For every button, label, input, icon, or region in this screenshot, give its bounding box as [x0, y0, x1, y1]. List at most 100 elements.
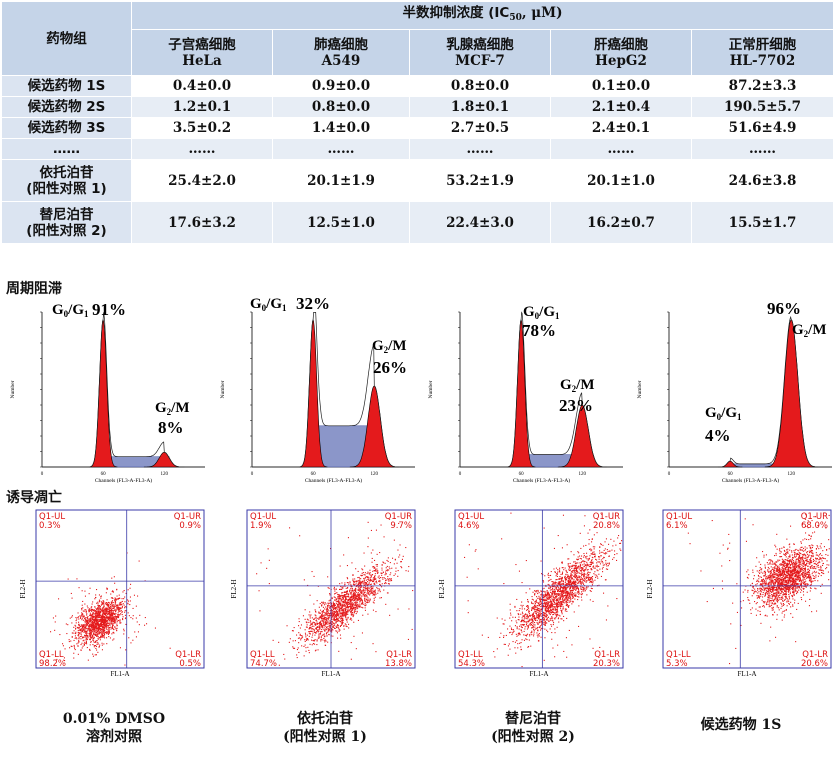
- cell-cycle-section-label: 周期阻滞: [6, 281, 62, 297]
- caption-line-2: (阳性对照 1): [283, 729, 367, 745]
- q-ur-label: Q1-UR: [593, 512, 620, 522]
- table-cell: 20.1±1.0: [551, 160, 692, 202]
- cell-cycle-histogram: 0 60 120 Channels (FL3-A-FL3-A) Number G0/G1 4…: [637, 299, 832, 484]
- table-cell: 0.1±0.0: [551, 76, 692, 97]
- q-lr-label: Q1-LR: [386, 650, 412, 660]
- y-axis-label: FL2-H: [19, 579, 27, 598]
- q-lr-label: Q1-LR: [175, 650, 201, 660]
- cell-cycle-histogram: 0 60 120 Channels (FL3-A-FL3-A) Number G0/G17…: [428, 304, 623, 484]
- fit-envelope: [252, 312, 415, 468]
- ic50-table: 药物组 半数抑制浓度 (IC50, μM) 子宫癌细胞 HeLa 肺癌细胞 A549 乳…: [2, 2, 835, 244]
- table-cell: 24.6±3.8: [692, 160, 835, 202]
- x-tick-label: 120: [788, 472, 796, 477]
- column-header-cn: 肺癌细胞: [314, 36, 368, 53]
- y-axis-label: Number: [220, 380, 226, 398]
- phase-percent: 91%: [92, 300, 126, 319]
- apoptosis-caption: 依托泊苷 (阳性对照 1): [235, 710, 415, 746]
- table-cell: ……: [551, 139, 692, 160]
- cell-cycle-histogram: 0 60 120 Channels (FL3-A-FL3-A) Number G0/G1 9…: [10, 300, 205, 484]
- caption-line-1: 替尼泊苷: [505, 711, 561, 727]
- q-lr-label: Q1-LR: [594, 650, 620, 660]
- x-axis-label: Channels (FL3-A-FL3-A): [95, 477, 152, 484]
- q-ul-value: 0.3%: [39, 521, 61, 531]
- column-header-en: A549: [321, 52, 361, 69]
- column-header-cn: 肝癌细胞: [594, 36, 648, 53]
- row-label: 候选药物 1S: [2, 76, 132, 97]
- q-ul-value: 6.1%: [666, 521, 688, 531]
- table-cell: 87.2±3.3: [692, 76, 835, 97]
- table-row: 替尼泊苷 (阳性对照 2) 17.6±3.2 12.5±1.0 22.4±3.0 16.2…: [2, 202, 835, 244]
- table-cell: ……: [132, 139, 273, 160]
- table-cell: 2.7±0.5: [410, 118, 551, 139]
- q-ul-label: Q1-UL: [39, 512, 65, 522]
- fit-envelope: [460, 311, 623, 468]
- column-header-0: 子宫癌细胞 HeLa: [132, 30, 273, 76]
- q-ll-value: 5.3%: [666, 659, 688, 669]
- fit-envelope: [669, 315, 832, 468]
- phase-label: G0/G1: [523, 304, 560, 321]
- x-tick-label: 120: [161, 472, 169, 477]
- q-ll-value: 54.3%: [458, 659, 485, 669]
- column-header-en: HL-7702: [729, 52, 796, 69]
- table-cell: 20.1±1.9: [273, 160, 410, 202]
- q-ll-label: Q1-LL: [666, 650, 691, 660]
- scatter-points: [47, 552, 171, 666]
- caption-line-1: 候选药物 1S: [700, 717, 782, 733]
- table-cell: 0.9±0.0: [273, 76, 410, 97]
- q-ul-value: 4.6%: [458, 521, 480, 531]
- row-label: 替尼泊苷 (阳性对照 2): [2, 202, 132, 244]
- table-cell: 15.5±1.7: [692, 202, 835, 244]
- g0g1-peak: [88, 318, 118, 468]
- fit-envelope: [42, 312, 205, 468]
- table-cell: 17.6±3.2: [132, 202, 273, 244]
- x-tick-label: 60: [519, 472, 525, 477]
- y-axis-label: Number: [637, 380, 643, 398]
- q-ur-value: 20.8%: [593, 521, 620, 531]
- column-header-cn: 子宫癌细胞: [168, 36, 236, 53]
- column-header-cn: 正常肝细胞: [728, 36, 797, 53]
- q-ll-label: Q1-LL: [39, 650, 64, 660]
- plot-frame: [35, 509, 205, 669]
- table-cell: 0.8±0.0: [410, 76, 551, 97]
- column-header-en: HeLa: [182, 52, 222, 69]
- cell-cycle-histogram: 0 60 120 Channels (FL3-A-FL3-A) Number G0/G1 3…: [220, 294, 415, 484]
- q-ur-value: 0.9%: [179, 521, 201, 531]
- q-ul-label: Q1-UL: [666, 512, 692, 522]
- table-cell: ……: [692, 139, 835, 160]
- caption-line-1: 0.01% DMSO: [62, 711, 166, 727]
- q-ur-value: 68.0%: [801, 521, 828, 531]
- table-row: 候选药物 1S 0.4±0.0 0.9±0.0 0.8±0.0 0.1±0.0 87.2±…: [2, 76, 835, 97]
- x-axis-label: Channels (FL3-A-FL3-A): [722, 477, 779, 484]
- phase-label: G2/M: [560, 377, 595, 394]
- phase-percent: 4%: [705, 426, 731, 445]
- column-header-2: 乳腺癌细胞 MCF-7: [410, 30, 551, 76]
- table-cell: 22.4±3.0: [410, 202, 551, 244]
- y-axis-label: Number: [10, 380, 16, 398]
- table-row: 依托泊苷 (阳性对照 1) 25.4±2.0 20.1±1.9 53.2±1.9 20.1…: [2, 160, 835, 202]
- table-cell: 0.4±0.0: [132, 76, 273, 97]
- x-axis-label: FL1-A: [110, 670, 129, 676]
- q-ur-label: Q1-UR: [801, 512, 828, 522]
- caption-line-2: (阳性对照 2): [491, 729, 575, 745]
- scatter-points: [464, 512, 623, 668]
- row-label: ……: [2, 139, 132, 160]
- x-tick-label: 0: [459, 472, 462, 477]
- table-row: 候选药物 3S 3.5±0.2 1.4±0.0 2.7±0.5 2.4±0.1 51.6±…: [2, 118, 835, 139]
- table-cell: 2.1±0.4: [551, 97, 692, 118]
- phase-label: G0/G1: [52, 302, 89, 319]
- y-axis-label: FL2-H: [230, 579, 238, 598]
- g0g1-peak: [506, 318, 536, 468]
- phase-percent: 78%: [522, 321, 556, 340]
- scatter-points: [687, 514, 830, 665]
- row-label: 候选药物 3S: [2, 118, 132, 139]
- table-cell: 53.2±1.9: [410, 160, 551, 202]
- table-cell: 1.4±0.0: [273, 118, 410, 139]
- table-cell: ……: [410, 139, 551, 160]
- q-lr-label: Q1-LR: [802, 650, 828, 660]
- ic50-header: 半数抑制浓度 (IC50, μM): [132, 2, 835, 30]
- x-tick-label: 60: [311, 472, 317, 477]
- q-ul-label: Q1-UL: [458, 512, 484, 522]
